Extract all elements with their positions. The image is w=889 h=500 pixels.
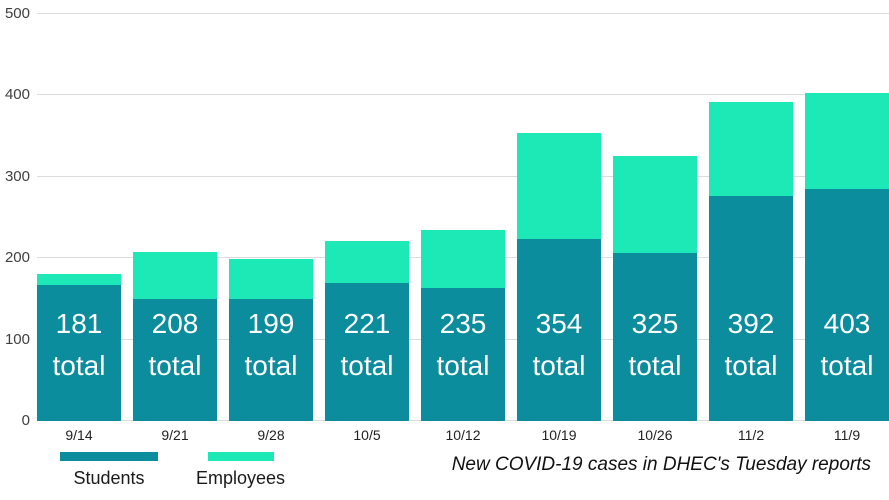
x-axis-tick-label: 11/2: [737, 427, 765, 443]
bar-9/21: 208 total: [133, 14, 217, 421]
bar-segment-students: [709, 195, 793, 421]
x-axis-tick-label: 10/26: [637, 427, 673, 443]
bar-total-suffix: total: [628, 350, 682, 381]
bar-segment-students: [517, 239, 601, 421]
bar-10/5: 221 total: [325, 14, 409, 421]
x-axis-tick-label: 9/21: [161, 427, 189, 443]
bar-segment-students: [421, 288, 505, 421]
bar-segment-students: [805, 189, 889, 421]
x-axis-tick-label: 11/9: [833, 427, 861, 443]
bar-total-value: 181: [55, 308, 103, 339]
bar-total-label: 392 total: [709, 303, 793, 387]
gridline-300: [37, 175, 889, 177]
y-axis-tick-label: 400: [4, 86, 30, 104]
bar-segment-employees: [421, 229, 505, 289]
bar-10/19: 354 total: [517, 14, 601, 421]
bar-total-label: 208 total: [133, 303, 217, 387]
x-axis-tick-label: 9/14: [65, 427, 93, 443]
bar-total-label: 354 total: [517, 303, 601, 387]
bar-total-value: 208: [151, 308, 199, 339]
bar-total-suffix: total: [340, 350, 394, 381]
bar-total-suffix: total: [724, 350, 778, 381]
bar-segment-employees: [805, 92, 889, 190]
bar-total-value: 199: [247, 308, 295, 339]
legend-swatch-employees: [207, 452, 274, 461]
bar-segment-employees: [133, 251, 217, 299]
legend-item-employees: Employees: [196, 452, 285, 489]
bar-total-value: 403: [823, 308, 871, 339]
bar-segment-employees: [613, 156, 697, 253]
bar-segment-employees: [229, 259, 313, 299]
bar-segment-students: [37, 285, 121, 421]
bar-9/14: 181 total: [37, 14, 121, 421]
bar-total-suffix: total: [820, 350, 874, 381]
y-axis-tick-label: 100: [4, 330, 30, 348]
bar-segment-employees: [37, 273, 121, 286]
y-axis-tick-label: 300: [4, 167, 30, 185]
bar-total-suffix: total: [532, 350, 586, 381]
plot-area: 181 total 208 total 199 total 221 total 235 total…: [37, 13, 889, 421]
bar-total-value: 392: [727, 308, 775, 339]
bar-11/9: 403 total: [805, 14, 889, 421]
bar-total-label: 221 total: [325, 303, 409, 387]
y-axis-tick-label: 500: [4, 5, 30, 22]
legend-label: Students: [73, 468, 145, 488]
bar-10/12: 235 total: [421, 14, 505, 421]
bar-total-label: 325 total: [613, 303, 697, 387]
legend-swatch-students: [60, 452, 158, 461]
bar-segment-employees: [517, 132, 601, 240]
gridline-400: [37, 94, 889, 96]
bar-total-value: 354: [535, 308, 583, 339]
bar-total-suffix: total: [436, 350, 490, 381]
bar-total-value: 221: [343, 308, 391, 339]
bar-total-suffix: total: [52, 350, 106, 381]
bar-total-value: 235: [439, 308, 487, 339]
bar-9/28: 199 total: [229, 14, 313, 421]
bar-total-label: 181 total: [37, 303, 121, 387]
legend-label: Employees: [196, 468, 286, 488]
x-axis-tick-label: 10/12: [445, 427, 481, 443]
bar-10/26: 325 total: [613, 14, 697, 421]
x-axis-tick-label: 10/19: [541, 427, 577, 443]
bar-total-label: 235 total: [421, 303, 505, 387]
legend: Students Employees: [60, 452, 285, 489]
bar-total-suffix: total: [148, 350, 202, 381]
y-axis-tick-label: 200: [4, 249, 30, 267]
bar-total-value: 325: [631, 308, 679, 339]
x-axis-tick-label: 10/5: [353, 427, 381, 443]
bar-total-label: 403 total: [805, 303, 889, 387]
bar-11/2: 392 total: [709, 14, 793, 421]
bar-segment-employees: [709, 101, 793, 196]
bar-segment-students: [133, 298, 217, 421]
x-axis-tick-label: 9/28: [257, 427, 285, 443]
bar-segment-students: [229, 298, 313, 421]
chart-caption: New COVID-19 cases in DHEC's Tuesday rep…: [451, 454, 871, 475]
legend-item-students: Students: [60, 452, 158, 489]
bar-segment-students: [325, 282, 409, 421]
bar-total-suffix: total: [244, 350, 298, 381]
y-axis-tick-label: 0: [21, 412, 30, 429]
bar-segment-students: [613, 252, 697, 421]
bar-total-label: 199 total: [229, 303, 313, 387]
gridline-500: [37, 13, 889, 14]
bar-segment-employees: [325, 241, 409, 283]
